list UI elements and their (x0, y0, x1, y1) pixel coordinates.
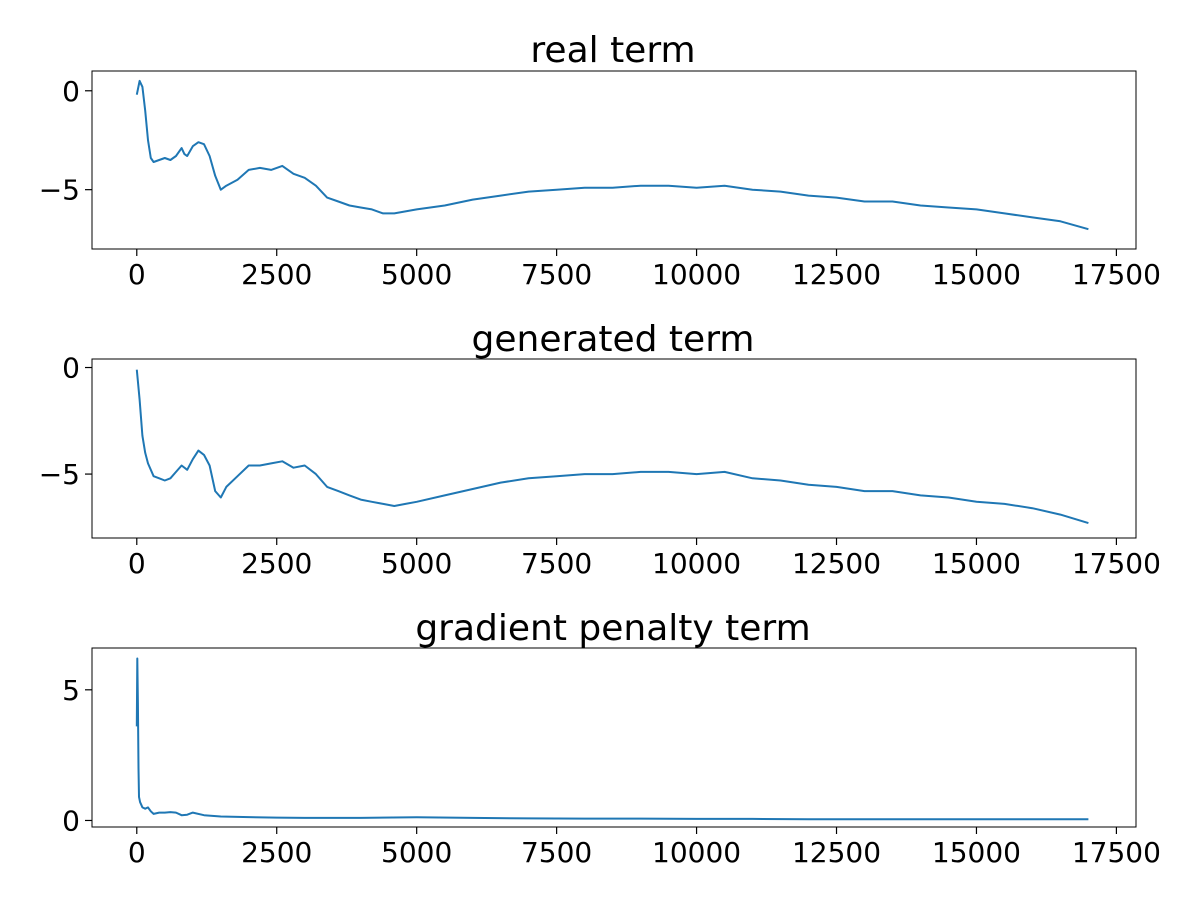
axes-frame-generated-term (91, 358, 1137, 539)
subplot-generated-term: generated term 0 2500 5000 7500 10000 12500 15… (39, 319, 1161, 580)
subplot-title-generated-term: generated term (472, 319, 755, 360)
series-line-real-term (135, 79, 1089, 231)
x-tick-label: 15000 (932, 836, 1021, 869)
y-tick-label: 0 (62, 75, 80, 108)
x-tick-label: 2500 (241, 258, 312, 291)
subplot-real-term: real term 0 2500 5000 7500 10000 12500 15000 17… (39, 30, 1161, 291)
x-tick-label: 10000 (652, 258, 741, 291)
x-tick-label: 5000 (381, 547, 452, 580)
x-tick-label: 0 (128, 547, 146, 580)
x-tick-label: 7500 (521, 258, 592, 291)
x-tick-label: 0 (128, 258, 146, 291)
series-line-gradient-penalty-term (135, 657, 1089, 821)
y-tick-label: 5 (62, 674, 80, 707)
y-tick-label: −5 (39, 458, 80, 491)
x-tick-label: 12500 (792, 836, 881, 869)
x-tick-label: 15000 (932, 547, 1021, 580)
x-tick-label: 7500 (521, 547, 592, 580)
subplot-title-gradient-penalty-term: gradient penalty term (415, 608, 810, 649)
x-tick-label: 17500 (1072, 547, 1161, 580)
x-tick-label: 5000 (381, 836, 452, 869)
x-tick-label: 12500 (792, 547, 881, 580)
x-tick-label: 2500 (241, 547, 312, 580)
y-tick-label: 0 (62, 804, 80, 837)
x-tick-label: 10000 (652, 836, 741, 869)
x-tick-label: 12500 (792, 258, 881, 291)
axes-frame-gradient-penalty-term (91, 647, 1137, 828)
x-tick-label: 17500 (1072, 258, 1161, 291)
x-tick-label: 17500 (1072, 836, 1161, 869)
series-line-generated-term (135, 369, 1089, 525)
subplot-title-real-term: real term (530, 30, 695, 71)
x-tick-label: 5000 (381, 258, 452, 291)
x-tick-label: 10000 (652, 547, 741, 580)
y-tick-label: 0 (62, 352, 80, 385)
x-tick-label: 15000 (932, 258, 1021, 291)
subplot-gradient-penalty-term: gradient penalty term 0 2500 5000 7500 10000… (62, 608, 1161, 869)
x-tick-label: 7500 (521, 836, 592, 869)
y-tick-label: −5 (39, 174, 80, 207)
x-tick-label: 2500 (241, 836, 312, 869)
x-tick-label: 0 (128, 836, 146, 869)
axes-frame-real-term (91, 70, 1137, 250)
